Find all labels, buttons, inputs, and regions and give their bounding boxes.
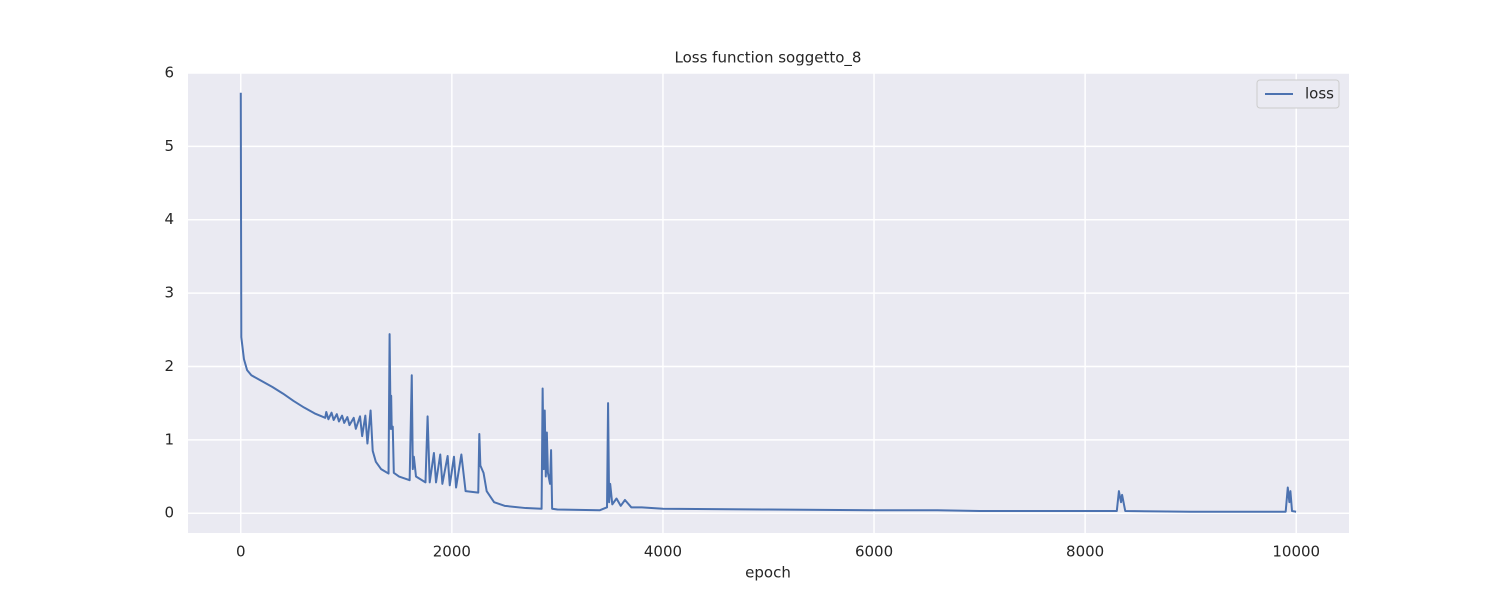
- x-tick-label: 4000: [644, 543, 682, 561]
- y-tick-label: 5: [164, 137, 174, 155]
- x-axis-label: epoch: [745, 564, 791, 582]
- x-tick-label: 6000: [855, 543, 893, 561]
- x-tick-label: 10000: [1272, 543, 1320, 561]
- chart-title: Loss function soggetto_8: [675, 49, 862, 68]
- plot-area: [188, 73, 1349, 533]
- data-line: [239, 92, 1297, 513]
- x-tick-label: 2000: [433, 543, 471, 561]
- y-tick-label: 6: [164, 64, 174, 82]
- legend-box: [1256, 79, 1340, 109]
- x-tick-label: 8000: [1066, 543, 1104, 561]
- y-tick-label: 4: [164, 210, 174, 228]
- legend-label: loss: [1305, 85, 1334, 103]
- y-tick-label: 0: [164, 504, 174, 522]
- y-tick-label: 2: [164, 357, 174, 375]
- y-tick-label: 3: [164, 284, 174, 302]
- x-tick-label: 0: [236, 543, 246, 561]
- y-tick-label: 1: [164, 430, 174, 448]
